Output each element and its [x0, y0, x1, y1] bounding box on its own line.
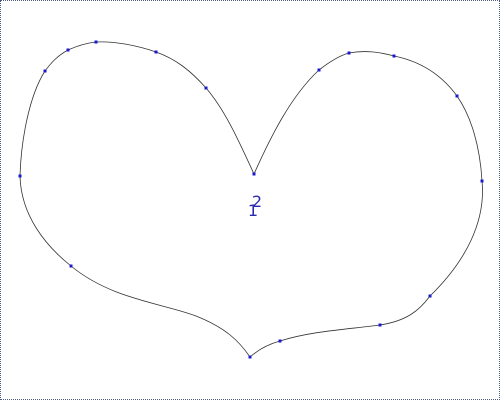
control-point[interactable] — [154, 50, 158, 54]
control-points — [18, 40, 484, 359]
control-point[interactable] — [204, 86, 208, 90]
label-bottom: 1 — [248, 201, 258, 220]
control-point[interactable] — [69, 264, 73, 268]
control-point[interactable] — [378, 323, 382, 327]
control-point[interactable] — [317, 68, 321, 72]
control-point[interactable] — [428, 294, 432, 298]
control-point[interactable] — [94, 40, 98, 44]
control-point[interactable] — [278, 339, 282, 343]
control-point[interactable] — [248, 355, 252, 359]
control-point[interactable] — [392, 54, 396, 58]
control-point[interactable] — [252, 172, 256, 176]
label-top: 2 — [252, 192, 262, 211]
control-point[interactable] — [455, 94, 459, 98]
control-point[interactable] — [480, 179, 484, 183]
control-point[interactable] — [66, 48, 70, 52]
control-point[interactable] — [18, 174, 22, 178]
control-point[interactable] — [43, 69, 47, 73]
control-point[interactable] — [347, 51, 351, 55]
